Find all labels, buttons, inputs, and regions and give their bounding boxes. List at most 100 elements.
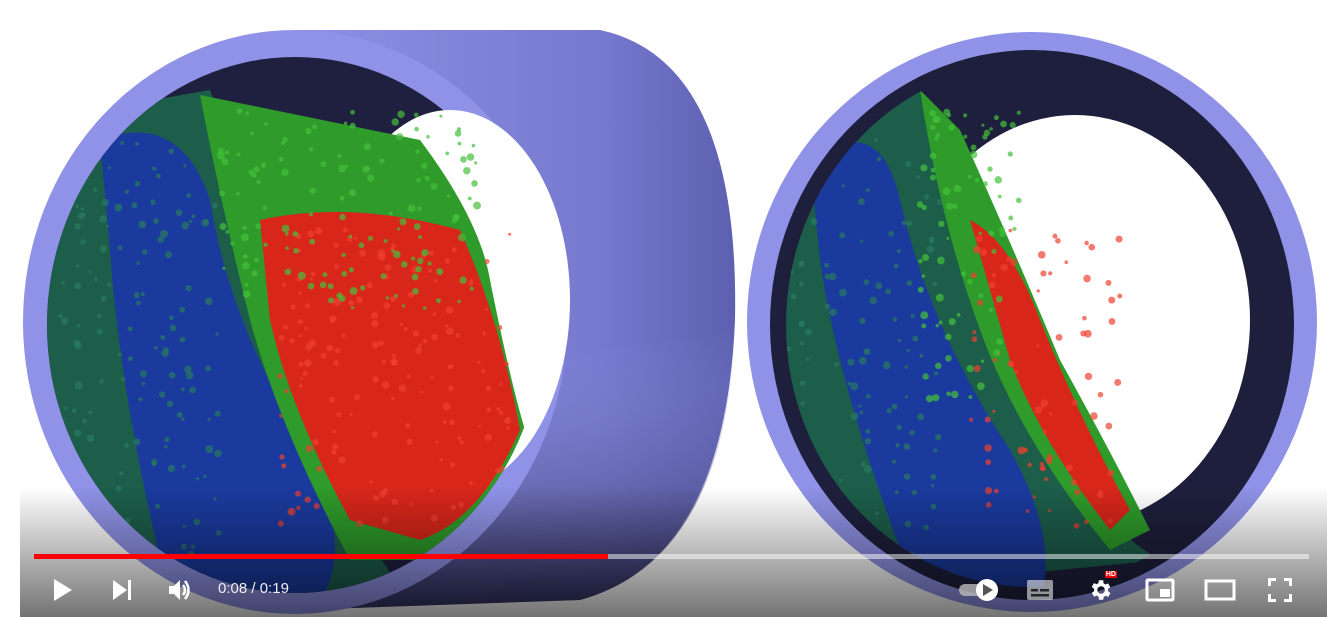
subtitles-button[interactable] [1018, 568, 1062, 612]
particle [450, 504, 457, 510]
particle [255, 223, 261, 230]
particle [127, 326, 133, 332]
video-player[interactable]: 0:08 / 0:19 HD [20, 0, 1327, 617]
particle [1032, 495, 1036, 499]
particle [798, 260, 805, 268]
particle [983, 129, 991, 137]
particle [141, 249, 148, 255]
particle [406, 374, 411, 379]
particle [787, 522, 794, 529]
particle [392, 250, 401, 259]
particle [893, 263, 899, 269]
particle [309, 187, 316, 194]
particle [1012, 226, 1017, 232]
particle [838, 478, 843, 482]
particle [381, 359, 386, 364]
particle [409, 502, 413, 506]
particle [338, 456, 346, 464]
particle [176, 411, 183, 418]
particle [212, 202, 218, 209]
particle [445, 324, 449, 328]
play-button[interactable] [40, 568, 84, 612]
particle [805, 357, 810, 361]
particle [217, 151, 225, 160]
particle [431, 333, 438, 341]
miniplayer-icon [1145, 578, 1175, 602]
progress-bar[interactable] [34, 554, 1309, 559]
particle [781, 169, 784, 172]
settings-button[interactable]: HD [1078, 568, 1122, 612]
next-icon [113, 580, 131, 600]
next-button[interactable] [100, 568, 144, 612]
particle [1007, 151, 1013, 157]
particle [185, 371, 194, 380]
particle [308, 339, 317, 348]
particle [153, 218, 159, 224]
particle [381, 516, 390, 524]
current-time: 0:08 [218, 580, 248, 597]
particle [182, 524, 186, 528]
volume-button[interactable] [158, 568, 202, 612]
particle [193, 518, 201, 526]
particle [445, 151, 450, 156]
particle [1055, 333, 1063, 341]
particle [264, 122, 268, 127]
particle [416, 257, 424, 265]
particle [372, 376, 379, 383]
particle [1034, 406, 1043, 414]
particle [496, 406, 501, 411]
miniplayer-button[interactable] [1138, 568, 1182, 612]
particle [972, 245, 981, 254]
particle [1036, 344, 1040, 348]
particle [185, 285, 192, 292]
particle [484, 433, 493, 441]
particle [186, 192, 192, 198]
particle [984, 444, 992, 452]
particle [1015, 197, 1022, 204]
particle [179, 306, 185, 313]
particle [295, 490, 302, 497]
particle [892, 317, 898, 322]
particle [1036, 289, 1040, 293]
particle [993, 488, 999, 494]
particle [882, 361, 891, 370]
particle [181, 417, 185, 421]
particle [1105, 279, 1112, 286]
particle [354, 236, 358, 240]
particle [61, 280, 65, 285]
particle [256, 179, 261, 185]
particle [354, 394, 361, 400]
particle [348, 234, 353, 239]
autoplay-toggle[interactable] [954, 568, 1004, 612]
particle [230, 241, 235, 246]
particle [373, 495, 379, 502]
fullscreen-button[interactable] [1258, 568, 1302, 612]
particle [865, 428, 871, 434]
particle [418, 343, 423, 347]
particle [929, 174, 936, 181]
particle [471, 180, 478, 187]
particle [1083, 274, 1091, 283]
particle [1040, 270, 1047, 277]
particle [979, 248, 988, 256]
particle [289, 338, 295, 344]
particle [1048, 509, 1052, 513]
particle [839, 232, 846, 239]
particle [932, 281, 938, 287]
particle [442, 419, 448, 424]
particle [332, 443, 339, 450]
particle [998, 226, 1005, 233]
theater-mode-button[interactable] [1198, 568, 1242, 612]
particle [337, 153, 342, 159]
particle [308, 212, 314, 217]
particle [136, 261, 140, 265]
particle [885, 288, 892, 295]
particle [905, 160, 912, 167]
particle [349, 412, 353, 417]
particle [417, 206, 422, 211]
particle [860, 461, 867, 467]
particle [930, 124, 936, 131]
particle [282, 137, 288, 143]
particle [1107, 469, 1115, 477]
particle [396, 227, 401, 231]
